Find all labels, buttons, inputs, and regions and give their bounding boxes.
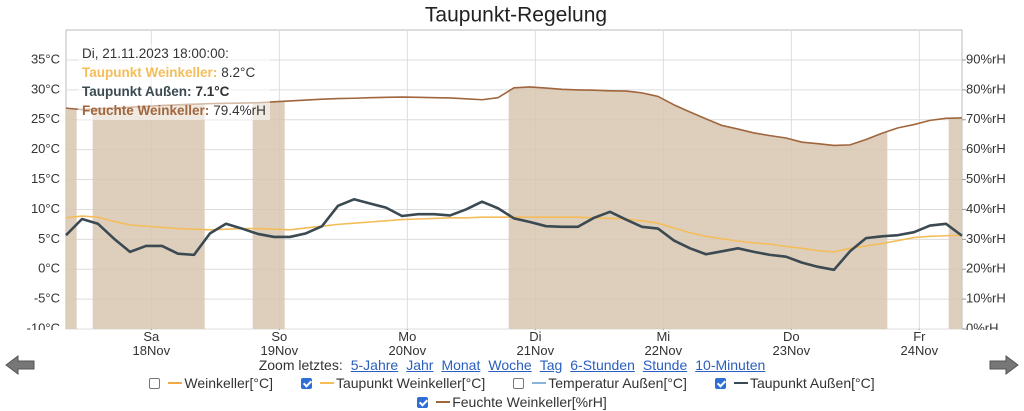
tooltip-time: Di, 21.11.2023 18:00:00: <box>82 46 229 61</box>
y-tick-label: 25°C <box>31 111 60 126</box>
band <box>252 86 285 329</box>
x-tick-label: Fr 24Nov <box>900 329 939 358</box>
y2-tick-label: 0%rH <box>966 320 999 330</box>
zoom-link[interactable]: 10-Minuten <box>695 357 766 373</box>
y2-tick-label: 60%rH <box>966 141 1006 156</box>
zoom-link[interactable]: Tag <box>539 357 563 373</box>
legend-item[interactable]: Temperatur Außen[°C] <box>513 375 687 391</box>
y2-tick-label: 10%rH <box>966 291 1006 306</box>
tooltip-name: Feuchte Weinkeller: <box>82 103 210 118</box>
x-tick-label: Mo 20Nov <box>388 329 427 358</box>
tooltip-value: 79.4%rH <box>213 103 266 118</box>
zoom-bar: Zoom letztes: 5-Jahre Jahr Monat Woche Tag 6-S… <box>0 357 1024 373</box>
tooltip-value: 8.2°C <box>221 65 256 80</box>
band <box>66 86 77 329</box>
y2-tick-label: 20%rH <box>966 261 1006 276</box>
zoom-link[interactable]: Woche <box>488 357 532 373</box>
y2-tick-label: 30%rH <box>966 231 1006 246</box>
x-tick-label: Mi 22Nov <box>644 329 683 358</box>
band <box>508 86 888 329</box>
checkbox[interactable] <box>300 377 312 389</box>
legend-swatch <box>436 401 451 403</box>
x-tick-label: Do 23Nov <box>772 329 811 358</box>
legend-swatch <box>733 382 748 384</box>
chart-title: Taupunkt-Regelung <box>425 4 607 27</box>
zoom-link[interactable]: Jahr <box>406 357 434 373</box>
legend-item[interactable]: Taupunkt Weinkeller[°C] <box>300 375 486 391</box>
x-tick-label: Di 21Nov <box>516 329 555 358</box>
legend-swatch <box>168 382 183 384</box>
tooltip-name: Taupunkt Weinkeller: <box>82 65 218 80</box>
legend-swatch <box>319 382 334 384</box>
tooltip-name: Taupunkt Außen: <box>82 84 192 99</box>
zoom-link[interactable]: 5-Jahre <box>350 357 399 373</box>
y2-tick-label: 50%rH <box>966 171 1006 186</box>
y-tick-label: 0°C <box>38 261 60 276</box>
y-tick-label: 20°C <box>31 141 60 156</box>
zoom-label: Zoom letztes: <box>258 357 343 373</box>
legend-swatch <box>532 382 547 384</box>
legend-label: Taupunkt Weinkeller[°C] <box>335 375 486 391</box>
y2-tick-label: 40%rH <box>966 201 1006 216</box>
tooltip-row: Taupunkt Außen: 7.1°C <box>82 82 266 101</box>
x-tick-label: So 19Nov <box>260 329 299 358</box>
tooltip-row: Feuchte Weinkeller: 79.4%rH <box>82 101 266 120</box>
legend-label: Weinkeller[°C] <box>184 375 273 391</box>
y-tick-label: 10°C <box>31 201 60 216</box>
y-tick-label: 35°C <box>31 51 60 66</box>
legend-label: Temperatur Außen[°C] <box>548 375 687 391</box>
legend-item[interactable]: Weinkeller[°C] <box>149 375 273 391</box>
y2-tick-label: 80%rH <box>966 81 1006 96</box>
legend: Feuchte Weinkeller[%rH] <box>0 394 1024 410</box>
zoom-link[interactable]: Monat <box>441 357 481 373</box>
checkbox[interactable] <box>149 377 161 389</box>
y2-tick-label: 90%rH <box>966 51 1006 66</box>
next-arrow[interactable] <box>988 354 1020 376</box>
band <box>92 86 205 329</box>
legend-label: Feuchte Weinkeller[%rH] <box>452 394 607 410</box>
prev-arrow[interactable] <box>4 354 36 376</box>
series-line <box>65 197 963 272</box>
checkbox[interactable] <box>714 377 726 389</box>
y2-tick-label: 70%rH <box>966 111 1006 126</box>
tooltip-value: 7.1°C <box>195 84 230 99</box>
band <box>948 86 962 329</box>
zoom-link[interactable]: Stunde <box>642 357 688 373</box>
zoom-link[interactable]: 6-Stunden <box>570 357 635 373</box>
legend-item[interactable]: Taupunkt Außen[°C] <box>714 375 875 391</box>
y-tick-label: 5°C <box>38 231 60 246</box>
y-tick-label: -5°C <box>34 291 60 306</box>
checkbox[interactable] <box>513 377 525 389</box>
y-tick-label: 30°C <box>31 81 60 96</box>
chart: Taupunkt-Regelung -10°C -5°C 0°C 5°C 10°C 15°… <box>27 4 1006 330</box>
x-tick-label: Sa 18Nov <box>132 329 171 358</box>
legend-item[interactable]: Feuchte Weinkeller[%rH] <box>417 394 607 410</box>
legend-label: Taupunkt Außen[°C] <box>749 375 875 391</box>
checkbox[interactable] <box>417 396 429 408</box>
legend: Weinkeller[°C] Taupunkt Weinkeller[°C] Tem… <box>0 375 1024 391</box>
y-tick-label: 15°C <box>31 171 60 186</box>
y-tick-label: -10°C <box>27 320 60 330</box>
tooltip-row: Taupunkt Weinkeller: 8.2°C <box>82 63 266 82</box>
tooltip: Di, 21.11.2023 18:00:00: Taupunkt Weinkel… <box>78 44 270 120</box>
